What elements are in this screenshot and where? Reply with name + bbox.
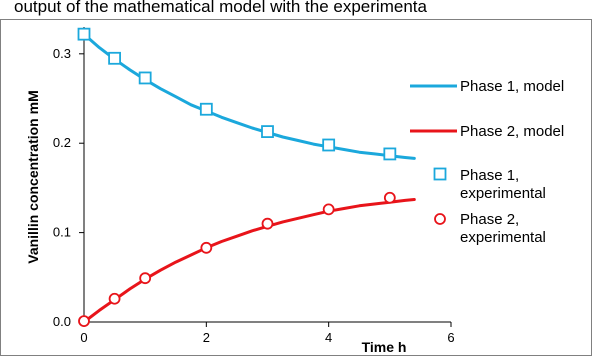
legend-label: Phase 2, model bbox=[460, 123, 564, 140]
y-tick-label: 0.2 bbox=[53, 135, 71, 150]
data-point-circle bbox=[78, 315, 90, 328]
data-point-square bbox=[108, 51, 121, 65]
axes: 0.0 0.1 0.2 0.3 0 2 4 6 bbox=[53, 27, 455, 345]
y-tick-label: 0.1 bbox=[53, 225, 71, 240]
x-axis-label: Time h bbox=[362, 339, 407, 355]
legend-label: Phase 1, model bbox=[460, 78, 564, 95]
legend-label: experimental bbox=[460, 229, 546, 246]
series-line-2 bbox=[82, 198, 416, 324]
y-axis-label: Vanillin concentration mM bbox=[25, 90, 41, 263]
legend-label: Phase 2, bbox=[460, 211, 519, 228]
data-point-square bbox=[138, 71, 152, 85]
x-tick-label: 0 bbox=[80, 330, 87, 345]
series-layer bbox=[82, 32, 416, 324]
legend-swatch-circle bbox=[434, 213, 446, 225]
markers-layer bbox=[77, 27, 397, 328]
x-tick-label: 4 bbox=[325, 330, 332, 345]
data-point-square bbox=[199, 102, 213, 116]
y-tick-label: 0.3 bbox=[53, 46, 71, 61]
x-tick-label: 6 bbox=[447, 330, 454, 345]
x-tick-label: 2 bbox=[203, 330, 210, 345]
data-point-circle bbox=[139, 272, 152, 285]
series-line-1 bbox=[82, 32, 416, 160]
data-point-circle bbox=[200, 241, 213, 254]
data-point-square bbox=[322, 138, 336, 152]
data-point-square bbox=[261, 125, 274, 138]
legend-label: Phase 1, bbox=[460, 167, 519, 184]
caption-fragment: output of the mathematical model with th… bbox=[14, 0, 427, 16]
data-point-square bbox=[77, 27, 91, 41]
legend-swatch-square bbox=[433, 167, 447, 181]
data-point-circle bbox=[322, 203, 335, 216]
data-point-circle bbox=[261, 217, 274, 230]
data-point-circle bbox=[108, 292, 121, 305]
data-point-square bbox=[383, 147, 397, 161]
legend-label: experimental bbox=[460, 185, 546, 202]
y-tick-label: 0.0 bbox=[53, 314, 71, 329]
data-point-circle bbox=[383, 191, 396, 204]
